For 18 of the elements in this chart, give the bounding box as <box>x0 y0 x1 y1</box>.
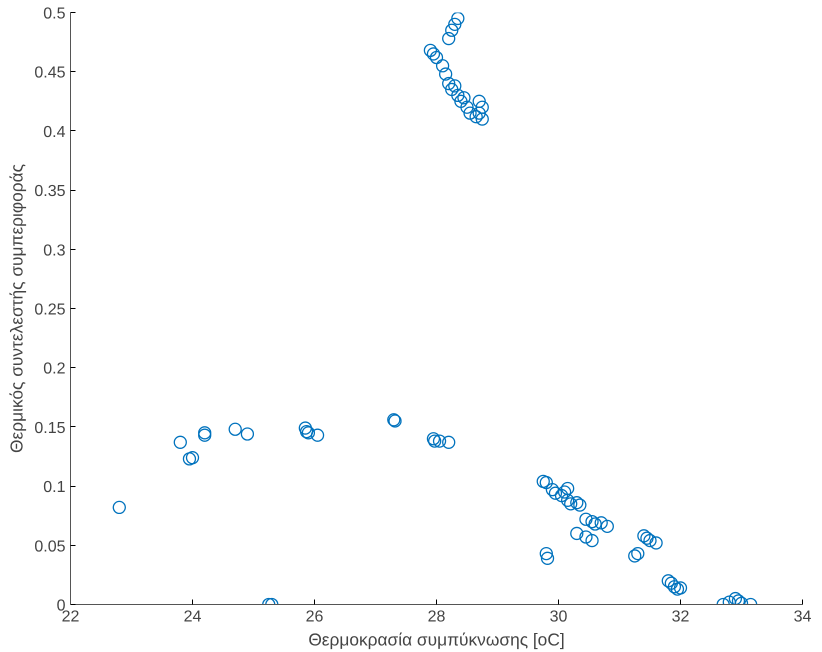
y-tick-label: 0.35 <box>34 183 66 200</box>
y-tick-label: 0.2 <box>43 360 66 378</box>
y-tick-label: 0.4 <box>43 124 66 141</box>
x-tick-label: 32 <box>672 608 690 626</box>
y-tick-label: 0.1 <box>43 479 66 496</box>
x-tick-label: 34 <box>794 608 812 626</box>
y-tick-label: 0.15 <box>34 420 66 437</box>
y-tick-label: 0.45 <box>34 64 66 82</box>
x-tick-label: 24 <box>184 608 202 626</box>
x-tick-label: 30 <box>550 608 568 626</box>
x-tick-label: 26 <box>306 608 324 626</box>
x-axis-title: Θερμοκρασία συμπύκνωσης [oC] <box>308 630 565 650</box>
x-tick-label: 28 <box>428 608 446 626</box>
y-tick-label: 0.05 <box>34 538 66 556</box>
y-axis-title: Θερμικός συντελεστής συμπεριφοράς <box>6 164 26 453</box>
y-tick-label: 0.5 <box>43 6 66 22</box>
y-tick-label: 0.3 <box>43 242 66 260</box>
y-tick-label: 0.25 <box>34 302 66 318</box>
